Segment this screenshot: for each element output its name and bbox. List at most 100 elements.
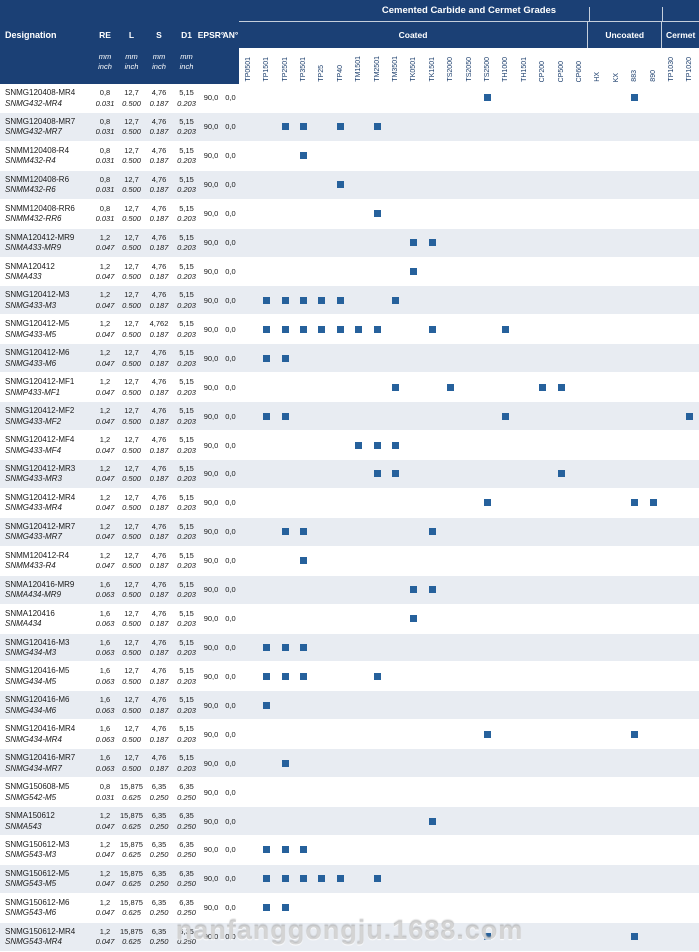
designation-cell: SNMG120416-MR4 SNMG434-MR4 bbox=[0, 720, 92, 748]
grade-cell-TP3501 bbox=[294, 691, 312, 719]
dim-d1: 5,15 0.203 bbox=[177, 174, 196, 195]
designation-ansi: SNMG434-MR7 bbox=[5, 763, 62, 773]
designation-ansi: SNMG434-MR4 bbox=[5, 734, 62, 744]
dim-d1: 6,35 0.250 bbox=[177, 811, 196, 831]
grade-cell-TH1000 bbox=[497, 200, 515, 228]
grade-cell-CP600 bbox=[570, 923, 588, 951]
dim-s: 4,76 0.187 bbox=[149, 608, 169, 629]
grade-cell-TM3501 bbox=[386, 807, 404, 835]
grade-cell-TP1030 bbox=[662, 373, 680, 401]
grade-cell-TK1501 bbox=[423, 807, 441, 835]
epsr-value: 90,0 bbox=[203, 266, 219, 276]
dim-s: 4,76 0.187 bbox=[149, 435, 169, 455]
designation-ansi: SNMG434-M5 bbox=[5, 676, 57, 686]
grade-cell-CP500 bbox=[552, 894, 570, 922]
availability-marker bbox=[410, 267, 418, 275]
designation-ansi: SNMM433-R4 bbox=[5, 561, 56, 571]
grade-cell-HX bbox=[589, 749, 607, 777]
grade-cell-KX bbox=[607, 84, 625, 112]
designation-iso: SNMG120412-MF4 bbox=[5, 435, 75, 445]
availability-marker bbox=[263, 325, 271, 333]
grades-title-band: Cemented Carbide and Cermet Grades bbox=[239, 0, 699, 22]
grade-header-label: CP200 bbox=[539, 60, 547, 82]
grade-cell-890 bbox=[644, 662, 662, 690]
epsr-value: 90,0 bbox=[203, 903, 219, 913]
dim-s: 6,35 0.250 bbox=[149, 782, 169, 802]
grade-cell-TP25 bbox=[313, 229, 331, 257]
grade-header-label: HX bbox=[594, 72, 602, 82]
grade-cell-TP25 bbox=[313, 200, 331, 228]
dim-s: 4,76 0.187 bbox=[149, 695, 169, 715]
grade-cell-TP1501 bbox=[257, 576, 275, 604]
grade-cell-TK1501 bbox=[423, 634, 441, 662]
grade-cell-TS2000 bbox=[441, 720, 459, 748]
designation-ansi: SNMG543-M5 bbox=[5, 879, 57, 889]
grade-cell-TP2501 bbox=[276, 836, 294, 864]
grade-cell-TP1020 bbox=[681, 200, 699, 228]
grade-cell-TP3501 bbox=[294, 807, 312, 835]
dim-s: 4,76 0.187 bbox=[149, 753, 169, 773]
grade-marks bbox=[239, 576, 699, 604]
grade-cell-TP1501 bbox=[257, 691, 275, 719]
grade-marks bbox=[239, 923, 699, 951]
grade-cell-TP1020 bbox=[681, 84, 699, 112]
grade-cell-TK1501 bbox=[423, 200, 441, 228]
availability-marker bbox=[336, 325, 344, 333]
designation-cell: SNMG120412-M5 SNMG433-M5 bbox=[0, 315, 92, 343]
table-row: SNMM120412-R4 SNMM433-R4 1,2 0.047 12,7 0.500… bbox=[0, 546, 699, 576]
availability-marker bbox=[391, 441, 399, 449]
dim-l: 12,7 0.500 bbox=[122, 406, 141, 426]
table-row: SNMG150612-M3 SNMG543-M3 1,2 0.047 15,875 0.6… bbox=[0, 835, 699, 865]
grade-cell-TP1020 bbox=[681, 662, 699, 690]
dim-re: 1,2 0.047 bbox=[95, 550, 115, 571]
epsr-value: 90,0 bbox=[203, 122, 219, 132]
grade-cell-883 bbox=[626, 923, 644, 951]
grade-cell-883 bbox=[626, 749, 644, 777]
grade-cell-TP0501 bbox=[239, 662, 257, 690]
grade-cell-CP600 bbox=[570, 836, 588, 864]
designation-ansi: SNMG432-MR4 bbox=[5, 98, 62, 108]
dim-l: 12,7 0.500 bbox=[122, 753, 141, 773]
unit-inch: inch bbox=[98, 62, 112, 71]
grade-cell-TH1000 bbox=[497, 229, 515, 257]
grade-cell-TP40 bbox=[331, 662, 349, 690]
table-body: SNMG120408-MR4 SNMG432-MR4 0,8 0.031 12,7 0.5… bbox=[0, 84, 699, 952]
dim-re: 1,2 0.047 bbox=[95, 868, 115, 889]
grade-cell-TP1030 bbox=[662, 402, 680, 430]
epsr-value: 90,0 bbox=[203, 614, 219, 624]
grade-cell-TP1030 bbox=[662, 258, 680, 286]
grade-cell-TP25 bbox=[313, 142, 331, 170]
availability-marker bbox=[299, 528, 307, 536]
grade-cell-CP500 bbox=[552, 402, 570, 430]
availability-marker bbox=[373, 123, 381, 131]
grade-cell-CP600 bbox=[570, 171, 588, 199]
epsr-value: 90,0 bbox=[203, 527, 219, 537]
dim-re: 1,2 0.047 bbox=[95, 839, 115, 860]
grade-cell-TP1501 bbox=[257, 865, 275, 893]
table-row: SNMG150612-M6 SNMG543-M6 1,2 0.047 15,875 0.6… bbox=[0, 893, 699, 923]
availability-marker bbox=[299, 123, 307, 131]
grade-cell-TH1501 bbox=[515, 200, 533, 228]
grade-cell-TK0501 bbox=[405, 200, 423, 228]
grade-cell-TK1501 bbox=[423, 865, 441, 893]
grade-cell-TP2501 bbox=[276, 84, 294, 112]
grade-column-TP40: TP40 bbox=[331, 48, 349, 84]
grade-cell-CP500 bbox=[552, 315, 570, 343]
grade-cell-TK0501 bbox=[405, 662, 423, 690]
grade-cell-TM3501 bbox=[386, 315, 404, 343]
grade-cell-TS2500 bbox=[478, 200, 496, 228]
grade-cell-TP0501 bbox=[239, 460, 257, 488]
grade-cell-TP25 bbox=[313, 836, 331, 864]
grade-cell-CP200 bbox=[534, 344, 552, 372]
grade-cell-TS2500 bbox=[478, 258, 496, 286]
availability-marker bbox=[263, 875, 271, 883]
grade-cell-TS2000 bbox=[441, 229, 459, 257]
grade-cell-883 bbox=[626, 402, 644, 430]
availability-marker bbox=[447, 383, 455, 391]
grade-cell-TP40 bbox=[331, 576, 349, 604]
dim-re: 1,2 0.047 bbox=[95, 348, 115, 368]
grade-cell-TP1030 bbox=[662, 691, 680, 719]
grade-cell-TK0501 bbox=[405, 402, 423, 430]
grade-cell-TK0501 bbox=[405, 865, 423, 893]
epsr-value: 90,0 bbox=[203, 642, 219, 652]
